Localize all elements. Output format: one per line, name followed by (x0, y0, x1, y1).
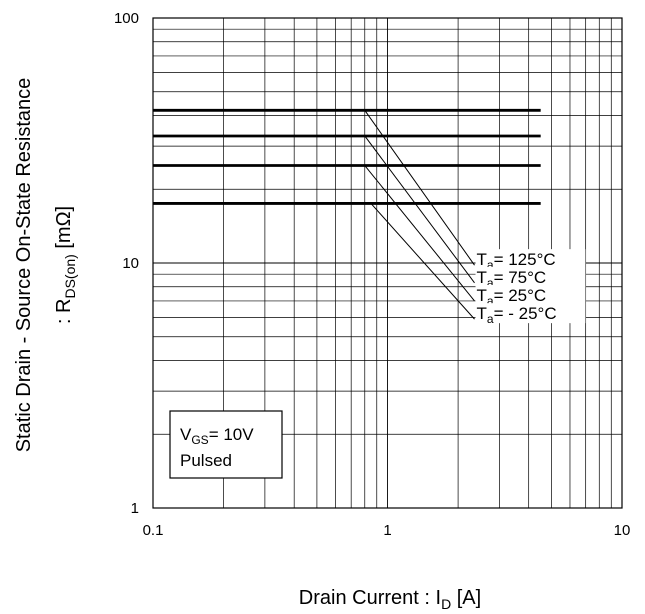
series-label-0: Ta= 125°C (477, 250, 556, 272)
series-label-bg-0 (475, 249, 586, 270)
y-axis-label-line1: Static Drain - Source On-State Resistanc… (13, 78, 35, 453)
plot-frame (152, 17, 623, 509)
condition-box-frame (169, 410, 283, 479)
leader-line-3 (370, 203, 475, 320)
condition-vgs: VGS= 10V (180, 425, 254, 447)
series-label-1: Ta= 75°C (477, 268, 547, 290)
condition-pulsed: Pulsed (180, 451, 232, 470)
leader-line-1 (364, 135, 475, 284)
series-lines (153, 108, 541, 205)
series-annotations: Ta= 125°CTa= 75°CTa= 25°CTa= - 25°C (475, 249, 586, 326)
x-tick-label: 10 (614, 522, 631, 539)
y-tick-label: 10 (122, 255, 139, 272)
condition-box: VGS= 10V Pulsed (169, 410, 283, 479)
y-axis-label-line2: : RDS(on) [mΩ] (53, 206, 78, 324)
x-axis-label: Drain Current : ID [A] (299, 587, 481, 612)
series-label-bg-3 (475, 303, 586, 324)
series-label-2: Ta= 25°C (477, 286, 547, 308)
series-label-3: Ta= - 25°C (477, 304, 557, 326)
y-tick-label: 1 (131, 500, 139, 517)
series-label-bg-1 (475, 266, 586, 287)
x-tick-label: 0.1 (143, 522, 164, 539)
leader-line-2 (364, 165, 475, 302)
x-tick-label: 1 (383, 522, 391, 539)
series-label-bg-2 (475, 284, 586, 305)
y-tick-label: 100 (114, 10, 139, 27)
leader-lines (364, 110, 475, 320)
y-axis-label: Static Drain - Source On-State Resistanc… (13, 78, 78, 453)
leader-line-0 (364, 110, 475, 266)
